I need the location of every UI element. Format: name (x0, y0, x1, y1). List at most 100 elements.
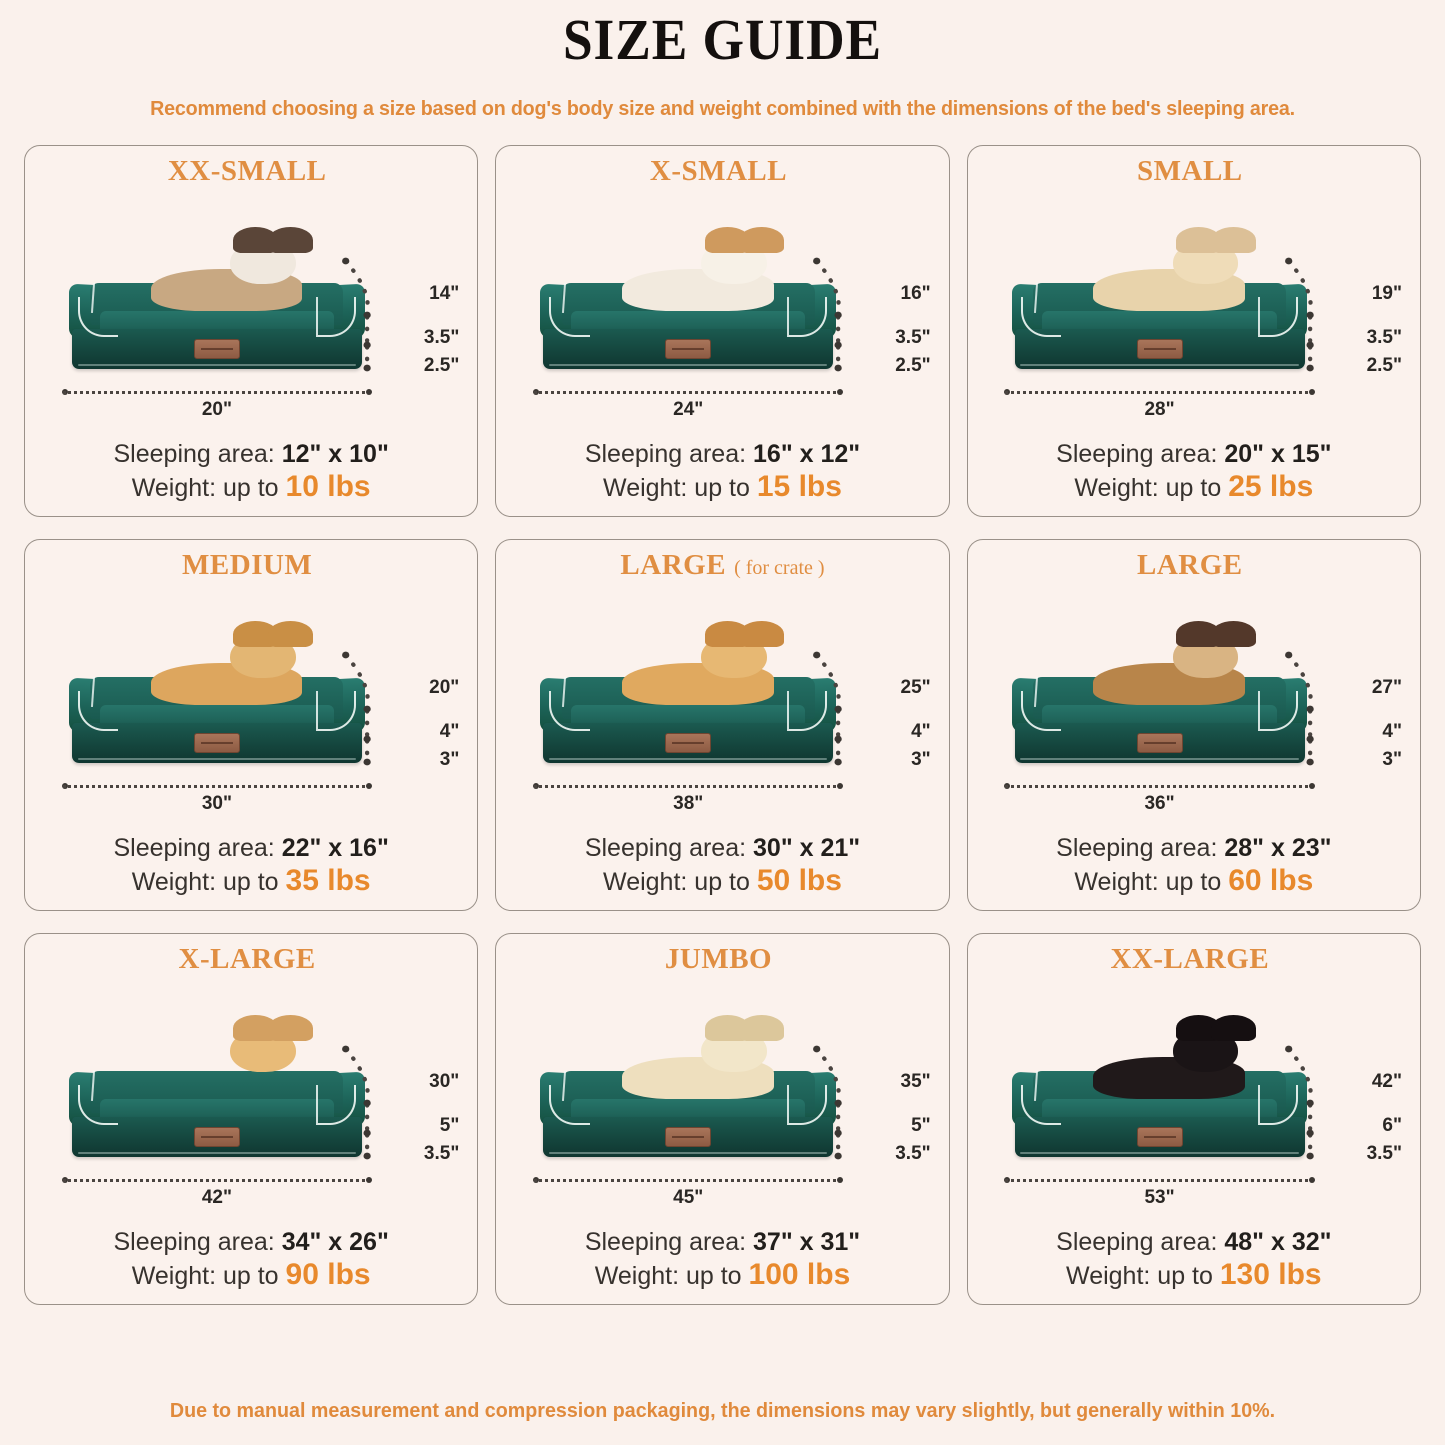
dog-bed-graphic (63, 1014, 371, 1157)
dog-bed-graphic (1005, 1014, 1313, 1157)
pet-ear-right (267, 226, 313, 254)
dog-bed-graphic (534, 1014, 842, 1157)
size-card-specs: Sleeping area: 28" x 23" Weight: up to 6… (980, 833, 1408, 902)
sleeping-area-value: 30" x 21" (753, 833, 861, 862)
width-cap-right (366, 782, 373, 789)
dimension-width: 53" (1144, 1186, 1175, 1208)
bed-illustration: 42" 6" 3.5" 53" (980, 982, 1408, 1227)
width-dotted-bar (534, 784, 843, 788)
dimension-height-top: 3.5" (895, 326, 931, 348)
sleeping-area-line: Sleeping area: 37" x 31" (508, 1227, 936, 1258)
bed-illustration: 27" 4" 3" 36" (980, 588, 1408, 833)
bed-piping-left (549, 690, 590, 731)
weight-value: 25 lbs (1228, 470, 1314, 504)
width-dotted-bar (62, 390, 372, 394)
width-dotted-bar (62, 1178, 372, 1182)
sleeping-area-line: Sleeping area: 34" x 26" (37, 1227, 465, 1258)
brand-leather-tag (193, 732, 240, 753)
sleeping-area-label: Sleeping area: (1056, 439, 1225, 468)
dimension-height-top: 3.5" (423, 326, 460, 348)
sleeping-area-line: Sleeping area: 28" x 23" (980, 833, 1408, 864)
pet-illustration-french-bulldog (1079, 226, 1256, 311)
weight-value: 60 lbs (1228, 864, 1314, 898)
width-dimension-line (1004, 782, 1315, 789)
bed-piping-right (1258, 296, 1299, 337)
weight-label: Weight: (131, 868, 223, 897)
sleeping-area-line: Sleeping area: 16" x 12" (508, 439, 936, 470)
weight-line: Weight: up to 35 lbs (37, 863, 465, 900)
brand-leather-tag (665, 338, 712, 359)
weight-line: Weight: up to 60 lbs (980, 863, 1408, 900)
bed-piping-left (78, 296, 119, 337)
size-card[interactable]: SMALL (966, 144, 1421, 517)
sleeping-area-line: Sleeping area: 12" x 10" (37, 439, 465, 470)
size-card[interactable]: XX-SMALL (24, 144, 479, 517)
sleeping-area-line: Sleeping area: 48" x 32" (980, 1227, 1408, 1258)
bed-piping-left (1020, 296, 1061, 337)
pet-ear-right (739, 226, 785, 254)
pet-illustration-cat (137, 226, 313, 311)
weight-line: Weight: up to 130 lbs (980, 1257, 1408, 1294)
bed-piping-right (315, 296, 356, 337)
weight-value: 10 lbs (285, 470, 371, 504)
dimension-depth: 27" (1371, 676, 1402, 698)
size-card[interactable]: X-LARGE (24, 932, 479, 1305)
bed-illustration: 14" 3.5" 2.5" 20" (37, 194, 465, 439)
size-card-name: MEDIUM (182, 548, 313, 581)
dimension-depth: 35" (900, 1070, 931, 1092)
dog-bed-graphic (63, 620, 371, 763)
weight-line: Weight: up to 100 lbs (508, 1257, 936, 1294)
bed-illustration: 25" 4" 3" 38" (508, 588, 936, 833)
width-cap-right (837, 782, 844, 789)
dimension-height-bottom: 3.5" (895, 1142, 931, 1164)
pet-ear-right (1210, 1014, 1256, 1042)
size-card[interactable]: LARGE (966, 538, 1421, 911)
width-dotted-bar (1005, 1178, 1314, 1182)
size-card-name: SMALL (1137, 154, 1243, 187)
width-cap-right (366, 388, 373, 395)
dog-bed-graphic (534, 620, 842, 763)
weight-value: 90 lbs (285, 1258, 371, 1292)
width-cap-right (1308, 782, 1315, 789)
width-dimension-line (533, 782, 844, 789)
size-card-title: LARGE (980, 548, 1408, 586)
bed-illustration: 19" 3.5" 2.5" 28" (980, 194, 1408, 439)
sleeping-area-value: 37" x 31" (753, 1227, 861, 1256)
width-cap-right (1308, 388, 1315, 395)
size-card[interactable]: XX-LARGE (966, 932, 1421, 1305)
size-card[interactable]: X-SMALL (495, 144, 950, 517)
dimension-height-bottom: 3" (911, 748, 931, 770)
bed-piping-right (786, 296, 828, 337)
width-cap-right (1308, 1176, 1315, 1183)
width-dimension-line (61, 388, 373, 395)
weight-upto-label: up to (1165, 868, 1229, 897)
dimension-height-bottom: 2.5" (1366, 354, 1402, 376)
size-card-name: LARGE (1137, 548, 1243, 581)
brand-leather-tag (1136, 1126, 1183, 1147)
bed-piping-left (78, 690, 119, 731)
weight-upto-label: up to (222, 474, 286, 503)
size-card-name: LARGE (620, 548, 727, 581)
weight-line: Weight: up to 25 lbs (980, 469, 1408, 506)
width-dimension-line (61, 782, 373, 789)
size-card-specs: Sleeping area: 30" x 21" Weight: up to 5… (508, 833, 936, 902)
weight-label: Weight: (131, 1262, 223, 1291)
pet-illustration-golden-retriever (137, 1014, 313, 1099)
bed-piping-left (1020, 1084, 1061, 1125)
dimension-height-top: 5" (439, 1114, 460, 1136)
weight-label: Weight: (603, 868, 695, 897)
sleeping-area-label: Sleeping area: (1056, 1227, 1225, 1256)
size-card-name: XX-SMALL (167, 154, 327, 187)
size-card-title: MEDIUM (37, 548, 465, 586)
size-card[interactable]: LARGE ( for crate ) (495, 538, 950, 911)
size-card[interactable]: JUMBO (495, 932, 950, 1305)
brand-leather-tag (1136, 732, 1183, 753)
width-dotted-bar (62, 784, 372, 788)
width-dimension-line (61, 1176, 373, 1183)
weight-value: 130 lbs (1219, 1258, 1322, 1292)
size-card-name: X-LARGE (178, 942, 316, 975)
page-subtitle: Recommend choosing a size based on dog's… (150, 96, 1295, 120)
size-card[interactable]: MEDIUM (24, 538, 479, 911)
dimension-height-bottom: 2.5" (895, 354, 931, 376)
size-card-specs: Sleeping area: 22" x 16" Weight: up to 3… (37, 833, 465, 902)
